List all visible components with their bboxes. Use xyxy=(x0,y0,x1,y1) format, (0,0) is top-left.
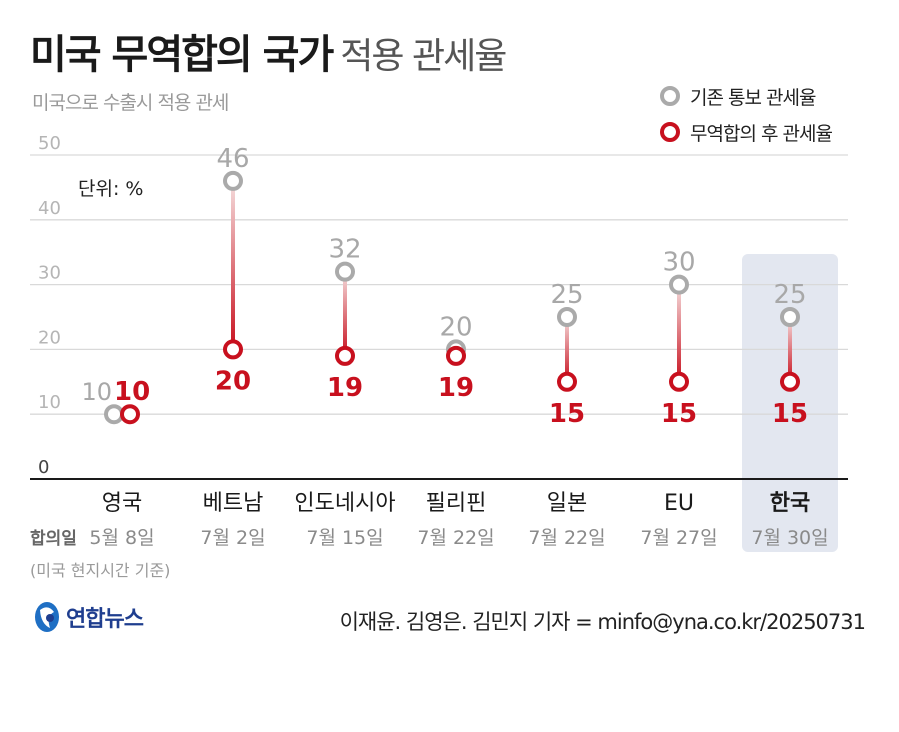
after-value-label: 15 xyxy=(772,399,808,429)
after-point xyxy=(120,404,140,425)
dumbbell-stem xyxy=(565,317,569,382)
x-category-label: 필리핀 xyxy=(426,491,487,516)
yonhap-logo-icon xyxy=(35,602,59,632)
chart-title: 미국 무역합의 국가 적용 관세율 xyxy=(30,22,507,80)
after-point xyxy=(557,371,577,392)
after-point xyxy=(335,345,355,366)
x-date-label: 7월 30일 xyxy=(751,527,828,549)
x-date-label: 5월 8일 xyxy=(89,527,154,549)
after-value-label: 15 xyxy=(661,399,697,429)
dumbbell-stem xyxy=(343,271,347,356)
after-point xyxy=(780,371,800,392)
x-date-label: 7월 15일 xyxy=(306,527,383,549)
after-point xyxy=(223,339,243,360)
date-row-label: 합의일 xyxy=(30,528,77,549)
y-tick-label: 40 xyxy=(38,198,61,219)
before-point xyxy=(557,307,577,327)
before-point xyxy=(223,170,243,191)
x-category-label: 영국 xyxy=(102,491,142,516)
x-date-label: 7월 22일 xyxy=(417,527,494,549)
title-main: 미국 무역합의 국가 xyxy=(30,32,334,78)
yonhap-logo: 연합뉴스 xyxy=(32,600,144,634)
x-category-label: EU xyxy=(664,491,694,516)
before-point xyxy=(780,307,800,327)
before-point xyxy=(669,274,689,295)
before-value-label: 30 xyxy=(662,248,695,278)
title-secondary: 적용 관세율 xyxy=(340,36,507,77)
before-value-label: 25 xyxy=(550,280,583,310)
after-value-label: 10 xyxy=(114,377,150,407)
before-value-label: 20 xyxy=(439,312,472,342)
date-row-note: (미국 현지시간 기준) xyxy=(30,561,170,580)
after-value-label: 15 xyxy=(549,399,585,429)
x-category-label: 베트남 xyxy=(203,491,264,516)
x-date-label: 7월 2일 xyxy=(200,527,265,549)
logo-text: 연합뉴스 xyxy=(66,607,144,632)
legend-item-after: 무역합의 후 관세율 xyxy=(660,114,833,150)
after-point xyxy=(669,371,689,392)
y-tick-label: 30 xyxy=(38,263,61,284)
legend-red-circle-icon xyxy=(660,122,680,142)
x-category-label: 한국 xyxy=(770,491,810,516)
y-tick-label: 10 xyxy=(38,392,61,413)
dumbbell-stem xyxy=(231,180,235,350)
before-value-label: 46 xyxy=(216,144,249,174)
legend-label-before: 기존 통보 관세율 xyxy=(690,86,816,109)
legend-label-after: 무역합의 후 관세율 xyxy=(690,122,833,145)
chart-subtitle: 미국으로 수출시 적용 관세 xyxy=(32,92,229,114)
unit-label: 단위: % xyxy=(78,178,143,200)
x-date-label: 7월 27일 xyxy=(640,527,717,549)
before-point xyxy=(335,261,355,282)
credit-line: 이재윤. 김영은. 김민지 기자 = minfo@yna.co.kr/20250… xyxy=(339,610,866,634)
after-value-label: 20 xyxy=(215,366,251,396)
y-tick-label: 20 xyxy=(38,327,61,348)
dumbbell-stem xyxy=(677,284,681,382)
x-category-label: 일본 xyxy=(547,491,587,516)
before-point xyxy=(104,404,124,425)
before-value-label: 32 xyxy=(328,235,361,265)
highlight-panel xyxy=(742,254,838,552)
y-tick-label: 0 xyxy=(38,457,49,478)
before-value-label: 10 xyxy=(81,378,112,406)
x-category-label: 인도네시아 xyxy=(294,491,395,516)
dumbbell-stem xyxy=(788,317,792,382)
legend-gray-circle-icon xyxy=(660,86,680,106)
after-point xyxy=(446,345,466,366)
x-date-label: 7월 22일 xyxy=(528,527,605,549)
before-value-label: 25 xyxy=(773,280,806,310)
after-value-label: 19 xyxy=(438,373,474,403)
after-value-label: 19 xyxy=(327,373,363,403)
y-tick-label: 50 xyxy=(38,133,61,154)
legend: 기존 통보 관세율 무역합의 후 관세율 xyxy=(660,78,833,150)
legend-item-before: 기존 통보 관세율 xyxy=(660,78,832,114)
